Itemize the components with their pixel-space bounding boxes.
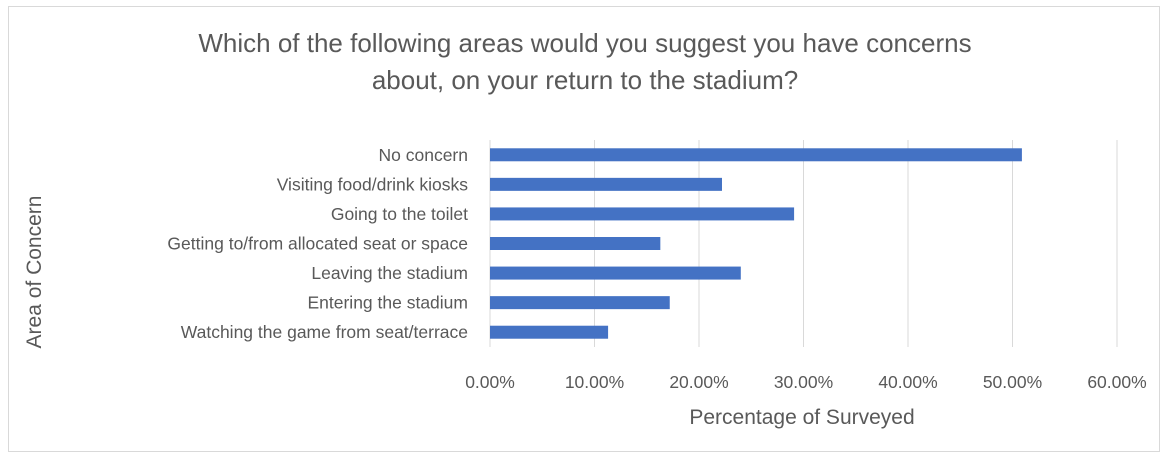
category-label: No concern [379,145,469,165]
category-label: Entering the stadium [307,293,468,313]
category-label: Visiting food/drink kiosks [277,174,469,194]
chart-title-line-2: about, on your return to the stadium? [372,65,798,95]
x-axis-title: Percentage of Surveyed [689,406,914,429]
bars [490,148,1022,339]
bar [490,207,795,221]
category-label: Going to the toilet [331,204,468,224]
x-tick-label: 0.00% [465,372,515,392]
bar [490,325,609,339]
bar [490,237,661,250]
x-tick-label: 40.00% [878,372,937,392]
chart-container: Which of the following areas would you s… [8,6,1160,452]
x-tick-label: 50.00% [983,372,1042,392]
chart-title-line-1: Which of the following areas would you s… [198,28,971,58]
bar [490,148,1022,162]
category-label: Getting to/from allocated seat or space [167,234,468,254]
x-tick-label: 30.00% [774,372,833,392]
x-tick-label: 20.00% [669,372,728,392]
y-axis-title: Area of Concern [23,196,46,349]
bar-chart: Which of the following areas would you s… [23,28,1147,429]
x-tick-label: 10.00% [565,372,624,392]
bar [490,177,722,191]
x-tick-label: 60.00% [1087,372,1146,392]
bar [490,296,670,310]
category-label: Leaving the stadium [311,263,468,283]
gridlines [489,140,1118,347]
x-tick-labels: 0.00% 10.00% 20.00% 30.00% 40.00% 50.00% 60.00… [465,372,1146,392]
category-label: Watching the game from seat/terrace [181,322,468,342]
bar [490,266,741,280]
category-labels: No concern Visiting food/drink kiosks Goin… [167,145,468,342]
